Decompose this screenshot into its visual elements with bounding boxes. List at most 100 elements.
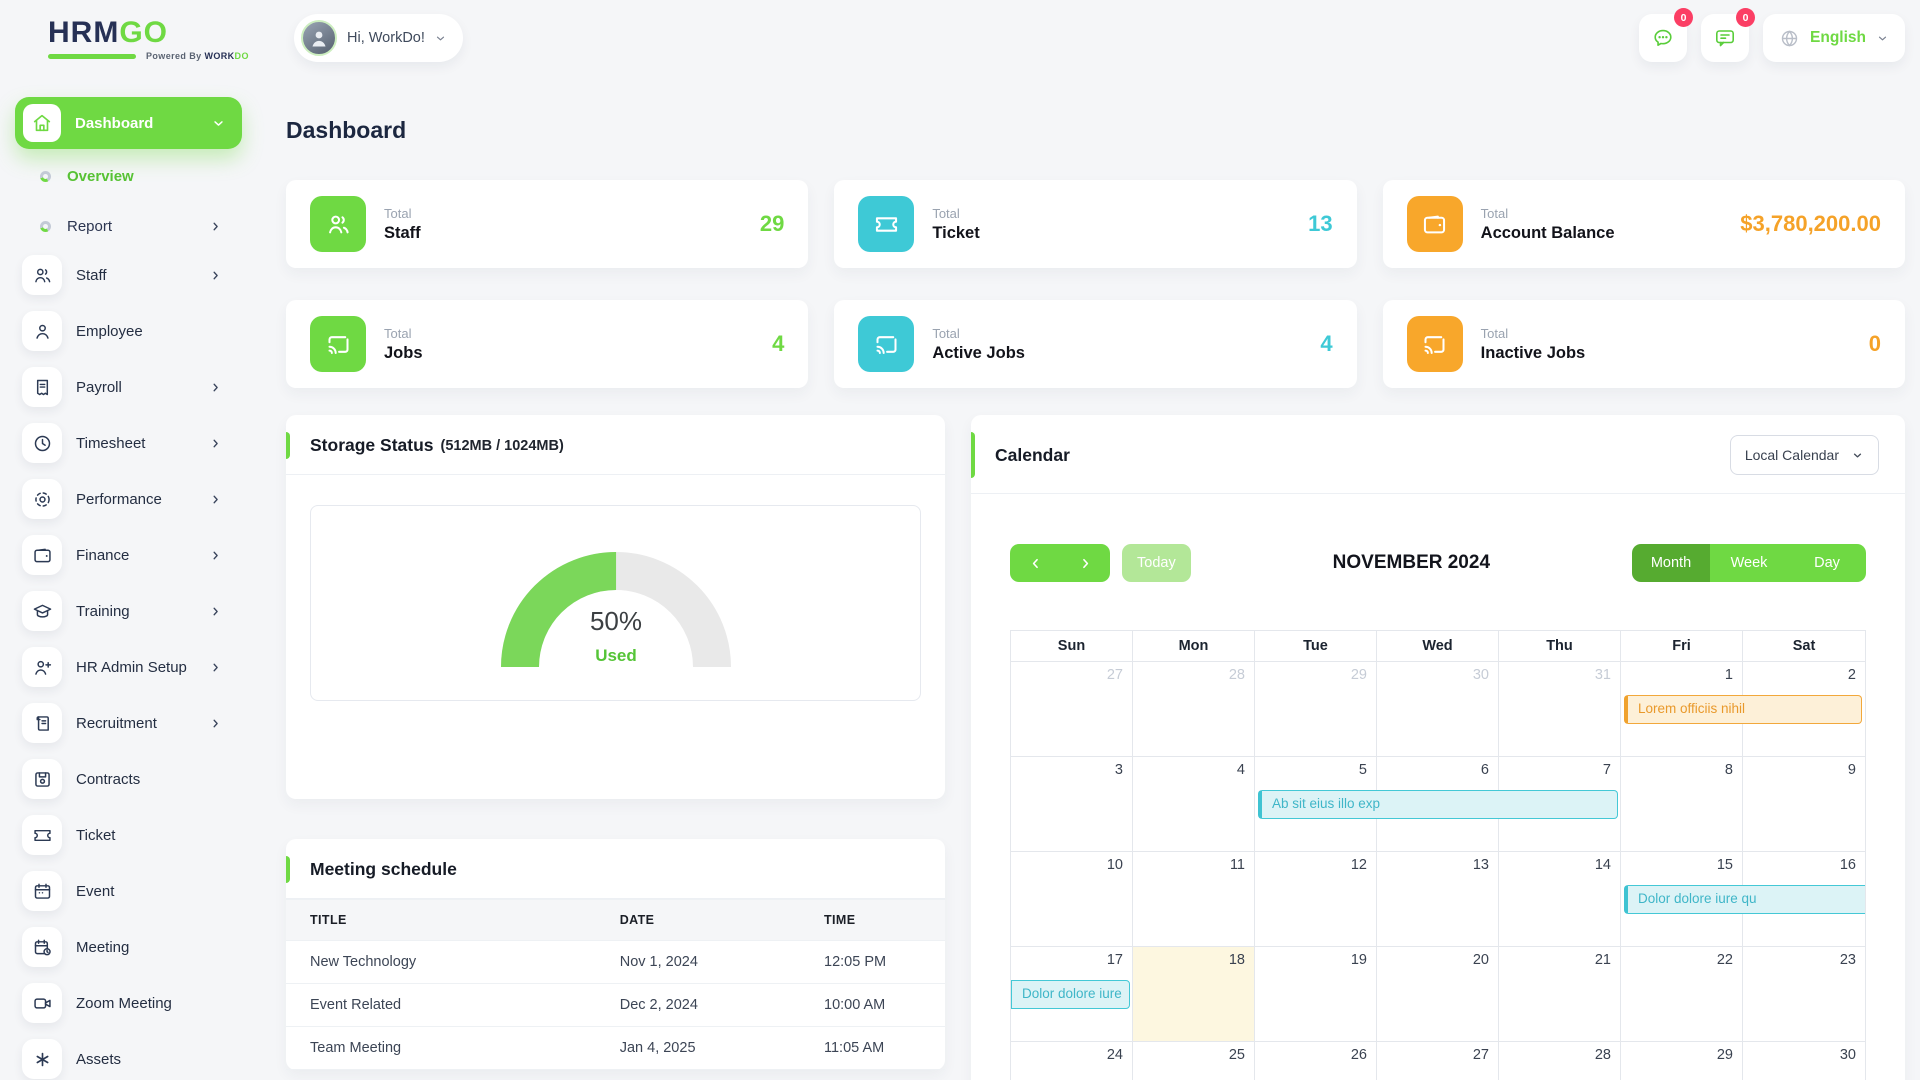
calendar-view-month[interactable]: Month	[1632, 544, 1710, 582]
sidebar-item-finance[interactable]: Finance	[0, 535, 272, 575]
sidebar-item-recruitment[interactable]: Recruitment	[0, 703, 272, 743]
stat-card-account-balance: Total Account Balance $3,780,200.00	[1382, 180, 1905, 268]
calendar-day-cell[interactable]: 7	[1499, 757, 1621, 852]
calendar-day-cell[interactable]: 10	[1011, 852, 1133, 947]
user-menu[interactable]: Hi, WorkDo!	[294, 14, 463, 62]
meeting-row: Team Meeting Jan 4, 2025 11:05 AM	[286, 1026, 945, 1070]
calendar-grid-body: 27 28 29 30 31 1 2 3 4 5 6 7 8 9 10 11 12 13 14 15 16 17 18 19 2…	[1011, 662, 1865, 1080]
language-selector[interactable]: English	[1763, 14, 1905, 62]
calendar-prev-button[interactable]	[1010, 544, 1060, 582]
calendar-day-cell[interactable]: 29	[1255, 662, 1377, 757]
sidebar-item-ticket[interactable]: Ticket	[0, 815, 272, 855]
calendar-day-cell[interactable]: 29	[1621, 1042, 1743, 1080]
sidebar-item-dashboard[interactable]: Dashboard	[15, 97, 242, 149]
calendar-view-week[interactable]: Week	[1710, 544, 1788, 582]
calendar-day-cell-today[interactable]: 18	[1133, 947, 1255, 1042]
notifications-button[interactable]: 0	[1701, 8, 1756, 62]
cast-icon	[1406, 316, 1463, 372]
sidebar-item-assets[interactable]: Assets	[0, 1039, 272, 1079]
meeting-time: 10:00 AM	[800, 983, 945, 1027]
calendar-view-day[interactable]: Day	[1788, 544, 1866, 582]
calendar-day-cell[interactable]: 8	[1621, 757, 1743, 852]
sidebar-item-report[interactable]: Report	[0, 213, 272, 239]
sidebar-item-meeting[interactable]: Meeting	[0, 927, 272, 967]
app-logo[interactable]: HRMGO Powered By WORKDO	[0, 16, 260, 61]
stat-value: 29	[759, 211, 785, 236]
calendar-today-button[interactable]: Today	[1122, 544, 1191, 582]
messenger-button[interactable]: 0	[1639, 8, 1694, 62]
calendar-day-cell[interactable]: 17	[1011, 947, 1133, 1042]
home-icon	[23, 104, 61, 142]
calendar-day-cell[interactable]: 28	[1133, 662, 1255, 757]
calendar-day-cell[interactable]: 27	[1011, 662, 1133, 757]
left-column: Storage Status (512MB / 1024MB) 50% Used	[286, 415, 945, 1070]
sidebar-item-employee[interactable]: Employee	[0, 311, 272, 351]
gauge-percent: 50%	[589, 606, 641, 636]
calendar-day-cell[interactable]: 20	[1377, 947, 1499, 1042]
calendar-event[interactable]: Dolor dolore iure qu	[1624, 885, 1865, 914]
logo-underline	[48, 53, 136, 59]
main-content: Dashboard Total Staff 29 Total Ticket 13 T…	[272, 116, 1920, 1080]
calendar-day-cell[interactable]: 23	[1743, 947, 1865, 1042]
stat-card-staff: Total Staff 29	[286, 180, 809, 268]
message-icon	[1716, 30, 1735, 47]
chevron-right-icon	[209, 605, 222, 618]
calendar-grid: Sun Mon Tue Wed Thu Fri Sat 27 28 29 30 31 1 2 3 4 5 6 7 8…	[1010, 630, 1866, 1080]
sidebar-item-staff[interactable]: Staff	[0, 255, 272, 295]
calendar-day-cell[interactable]: 2	[1743, 662, 1865, 757]
sidebar-item-hr-admin-setup[interactable]: HR Admin Setup	[0, 647, 272, 687]
messenger-badge: 0	[1674, 8, 1694, 27]
chevron-right-icon	[209, 381, 222, 394]
calendar-day-cell[interactable]: 19	[1255, 947, 1377, 1042]
sidebar-item-payroll[interactable]: Payroll	[0, 367, 272, 407]
logo-text: HRMGO	[48, 16, 168, 49]
calendar-source-select[interactable]: Local Calendar	[1729, 435, 1879, 475]
globe-icon	[1779, 28, 1800, 49]
sidebar-item-timesheet[interactable]: Timesheet	[0, 423, 272, 463]
calendar-day-cell[interactable]: 16	[1743, 852, 1865, 947]
calendar-day-cell[interactable]: 31	[1499, 662, 1621, 757]
calendar-next-button[interactable]	[1060, 544, 1110, 582]
calendar-day-cell[interactable]: 12	[1255, 852, 1377, 947]
sidebar-item-event[interactable]: Event	[0, 871, 272, 911]
meeting-row: Event Related Dec 2, 2024 10:00 AM	[286, 983, 945, 1027]
calendar-day-cell[interactable]: 22	[1621, 947, 1743, 1042]
calendar-day-cell[interactable]: 25	[1133, 1042, 1255, 1080]
stat-value: 0	[1868, 331, 1881, 356]
notification-badge: 0	[1736, 8, 1756, 27]
gauge-used-label: Used	[595, 646, 637, 665]
calendar-day-cell[interactable]: 13	[1377, 852, 1499, 947]
meeting-schedule-card: Meeting schedule TITLE DATE TIME New Tec…	[286, 839, 945, 1070]
calendar-day-cell[interactable]: 4	[1133, 757, 1255, 852]
calendar-day-cell[interactable]: 30	[1743, 1042, 1865, 1080]
sidebar-item-zoom-meeting[interactable]: Zoom Meeting	[0, 983, 272, 1023]
meeting-row: New Technology Nov 1, 2024 12:05 PM	[286, 940, 945, 984]
chevron-down-icon	[1876, 32, 1889, 45]
ticket-icon	[858, 196, 915, 252]
stat-card-active-jobs: Total Active Jobs 4	[834, 300, 1357, 388]
calendar-event[interactable]: Lorem officiis nihil	[1624, 695, 1862, 724]
calendar-day-cell[interactable]: 28	[1499, 1042, 1621, 1080]
calendar-day-cell[interactable]: 24	[1011, 1042, 1133, 1080]
chat-bubble-icon	[1654, 29, 1672, 46]
calendar-day-cell[interactable]: 3	[1011, 757, 1133, 852]
sidebar-item-contracts[interactable]: Contracts	[0, 759, 272, 799]
calendar-day-header: Mon	[1133, 631, 1255, 662]
calendar-event[interactable]: Ab sit eius illo exp	[1257, 790, 1618, 819]
sidebar-item-training[interactable]: Training	[0, 591, 272, 631]
logo-tagline: Powered By WORKDO	[146, 51, 249, 61]
calendar-day-cell[interactable]: 21	[1499, 947, 1621, 1042]
sidebar-item-performance[interactable]: Performance	[0, 479, 272, 519]
meeting-date: Jan 4, 2025	[595, 1026, 800, 1070]
calendar-day-cell[interactable]: 27	[1377, 1042, 1499, 1080]
wallet-icon	[1406, 196, 1463, 252]
calendar-day-cell[interactable]: 14	[1499, 852, 1621, 947]
calendar-day-cell[interactable]: 9	[1743, 757, 1865, 852]
user-plus-icon	[22, 647, 62, 687]
calendar-day-cell[interactable]: 11	[1133, 852, 1255, 947]
calendar-day-cell[interactable]: 30	[1377, 662, 1499, 757]
sidebar-item-overview[interactable]: Overview	[0, 163, 272, 189]
calendar-day-cell[interactable]: 26	[1255, 1042, 1377, 1080]
calendar-event[interactable]: Dolor dolore iure	[1011, 980, 1130, 1009]
meeting-date: Dec 2, 2024	[595, 983, 800, 1027]
